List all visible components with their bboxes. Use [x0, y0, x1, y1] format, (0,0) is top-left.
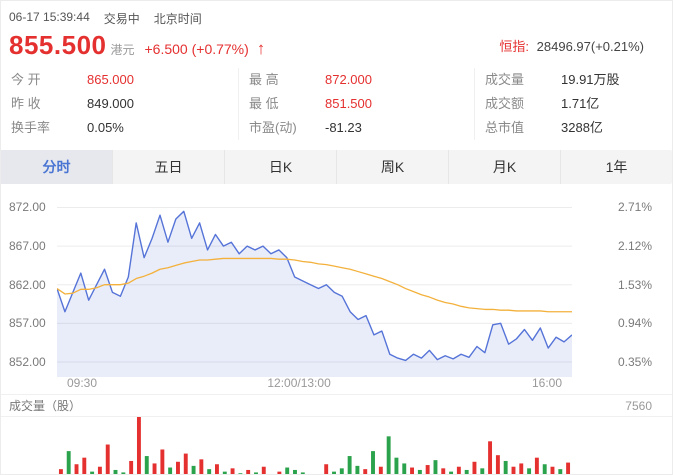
volume-header: 成交量（股） 7560 [1, 395, 672, 416]
time-axis-labels: 09:30 12:00/13:00 16:00 [57, 372, 572, 394]
y-axis-label: 852.00 [9, 354, 46, 369]
stat-label: 最 高 [249, 72, 279, 87]
current-price: 855.500 [9, 30, 107, 60]
price-axis: 872.00 867.00 862.00 857.00 852.00 [1, 192, 57, 377]
volume-label: 成交量（股） [9, 399, 82, 413]
stat-prev-close: 昨 收 849.000 [11, 92, 228, 116]
x-axis-label: 09:30 [67, 376, 98, 390]
index-value: 28496.97(+0.21%) [536, 39, 644, 54]
tab-daily-k[interactable]: 日K [224, 150, 336, 184]
stat-turnover-rate: 换手率 0.05% [11, 116, 228, 140]
stat-volume: 成交量 19.91万股 [485, 68, 662, 92]
percent-label: 1.53% [617, 277, 652, 292]
percent-label: 2.12% [617, 239, 652, 254]
y-axis-label: 872.00 [9, 200, 46, 215]
stat-pe-ratio: 市盈(动) -81.23 [249, 116, 464, 140]
timezone-label: 北京时间 [153, 12, 202, 26]
stat-value: 872.000 [325, 72, 372, 87]
y-axis-label: 857.00 [9, 316, 46, 331]
stat-value: 1.71亿 [561, 96, 600, 111]
stat-value: 851.500 [325, 96, 372, 111]
tab-1year[interactable]: 1年 [560, 150, 672, 184]
volume-chart-canvas[interactable] [57, 417, 572, 475]
stat-value: 849.000 [87, 96, 134, 111]
stat-market-cap: 总市值 3288亿 [485, 116, 662, 140]
currency-label: 港元 [110, 43, 135, 57]
stats-column-1: 今 开 865.000 昨 收 849.000 换手率 0.05% [1, 68, 238, 140]
stats-column-2: 最 高 872.000 最 低 851.500 市盈(动) -81.23 [238, 68, 474, 140]
price-chart-canvas[interactable] [57, 192, 572, 378]
volume-chart [1, 416, 672, 475]
stat-value: 0.05% [87, 120, 124, 135]
stat-label: 昨 收 [11, 96, 41, 111]
volume-max-value: 7560 [625, 398, 652, 413]
stat-value: 19.91万股 [561, 72, 620, 87]
stat-value: -81.23 [325, 120, 362, 135]
stat-label: 总市值 [485, 120, 525, 135]
stat-label: 今 开 [11, 72, 41, 87]
period-tabs: 分时 五日 日K 周K 月K 1年 [1, 150, 672, 184]
percent-label: 0.35% [617, 354, 652, 369]
price-plot[interactable] [57, 192, 572, 378]
stat-label: 成交额 [485, 96, 525, 111]
intraday-chart: 872.00 867.00 862.00 857.00 852.00 2.71%… [1, 192, 672, 378]
percent-label: 0.94% [617, 316, 652, 331]
tab-minute[interactable]: 分时 [1, 150, 112, 184]
quote-row: 855.500 港元 +6.500 (+0.77%) ↑ 恒指: 28496.9… [1, 27, 672, 63]
stat-label: 成交量 [485, 72, 525, 87]
stats-column-3: 成交量 19.91万股 成交额 1.71亿 总市值 3288亿 [474, 68, 672, 140]
trading-status: 交易中 [103, 12, 140, 26]
index-label: 恒指: [499, 39, 530, 54]
tab-monthly-k[interactable]: 月K [448, 150, 560, 184]
percent-label: 2.71% [617, 200, 652, 215]
stat-amount: 成交额 1.71亿 [485, 92, 662, 116]
index-quote: 恒指: 28496.97(+0.21%) [499, 36, 664, 55]
stat-value: 865.000 [87, 72, 134, 87]
y-axis-label: 867.00 [9, 239, 46, 254]
stat-value: 3288亿 [561, 120, 603, 135]
stat-label: 最 低 [249, 96, 279, 111]
stat-label: 换手率 [11, 120, 51, 135]
stat-open: 今 开 865.000 [11, 68, 228, 92]
x-axis-label: 12:00/13:00 [267, 376, 331, 390]
stats-grid: 今 开 865.000 昨 收 849.000 换手率 0.05% 最 高 87… [1, 63, 672, 147]
stat-label: 市盈(动) [249, 120, 297, 135]
tab-weekly-k[interactable]: 周K [336, 150, 448, 184]
percent-axis: 2.71% 2.12% 1.53% 0.94% 0.35% [572, 192, 672, 377]
volume-plot[interactable] [57, 417, 572, 475]
time-axis: 09:30 12:00/13:00 16:00 [1, 372, 672, 395]
y-axis-label: 862.00 [9, 277, 46, 292]
status-bar: 06-17 15:39:44 交易中 北京时间 [1, 1, 672, 27]
x-axis-label: 16:00 [531, 376, 562, 390]
datetime-text: 06-17 15:39:44 [9, 10, 90, 24]
tab-5day[interactable]: 五日 [112, 150, 224, 184]
stat-low: 最 低 851.500 [249, 92, 464, 116]
up-arrow-icon: ↑ [256, 39, 266, 58]
price-change: +6.500 (+0.77%) [144, 41, 249, 57]
stat-high: 最 高 872.000 [249, 68, 464, 92]
